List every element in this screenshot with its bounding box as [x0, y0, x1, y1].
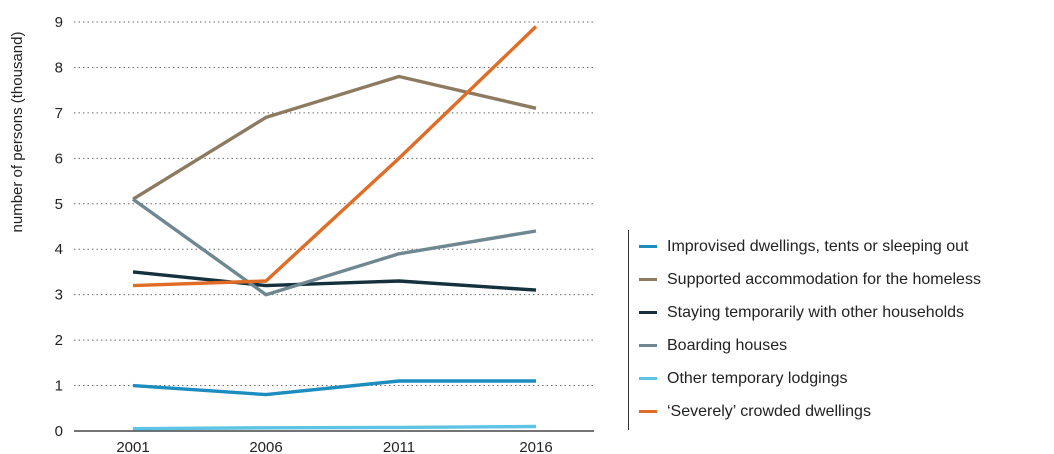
series-line-1 [132, 74, 537, 201]
legend-label: Other temporary lodgings [667, 369, 848, 387]
series-line-4 [132, 424, 537, 431]
legend-item: Other temporary lodgings [639, 362, 981, 395]
legend-swatch [639, 245, 657, 248]
x-tick-label: 2001 [116, 439, 149, 454]
y-tick-label: 9 [55, 14, 63, 31]
legend-swatch [639, 377, 657, 380]
y-tick-label: 8 [55, 59, 63, 76]
legend-swatch [639, 344, 657, 347]
legend-item: Supported accommodation for the homeless [639, 263, 981, 296]
y-axis-label: number of persons (thousand) [9, 32, 26, 233]
legend-label: ‘Severely’ crowded dwellings [667, 402, 871, 420]
series-line-0 [132, 379, 536, 397]
line-chart: 0 1 2 3 4 5 6 7 8 9 2001 2006 2011 2016 number of per… [9, 14, 594, 454]
legend-item: ‘Severely’ crowded dwellings [639, 395, 981, 428]
y-tick-label: 3 [55, 287, 63, 304]
gridlines [74, 21, 594, 387]
legend-label: Supported accommodation for the homeless [667, 270, 981, 288]
series-line-5 [132, 25, 538, 288]
legend-item: Improvised dwellings, tents or sleeping … [639, 230, 981, 263]
series-line-2 [132, 270, 537, 292]
y-tick-label: 2 [55, 332, 63, 349]
legend-label: Staying temporarily with other household… [667, 303, 965, 321]
y-tick-label: 0 [55, 423, 63, 440]
x-tick-label: 2006 [249, 439, 282, 454]
series-lines [132, 25, 538, 431]
x-tick-label: 2011 [383, 439, 415, 454]
series-line-3 [132, 197, 537, 297]
tick-labels: 0 1 2 3 4 5 6 7 8 9 2001 2006 2011 2016 [55, 14, 553, 454]
y-tick-label: 5 [55, 196, 63, 213]
y-tick-label: 1 [55, 378, 63, 395]
legend: Improvised dwellings, tents or sleeping … [628, 230, 981, 430]
legend-item: Boarding houses [639, 329, 981, 362]
legend-item: Staying temporarily with other household… [639, 296, 981, 329]
legend-swatch [639, 410, 657, 413]
y-tick-label: 7 [55, 105, 63, 122]
legend-label: Improvised dwellings, tents or sleeping … [667, 237, 969, 255]
legend-swatch [639, 278, 657, 281]
y-tick-label: 6 [55, 150, 63, 167]
x-tick-label: 2016 [519, 439, 552, 454]
y-tick-label: 4 [55, 241, 63, 258]
legend-label: Boarding houses [667, 336, 788, 354]
legend-swatch [639, 311, 657, 314]
